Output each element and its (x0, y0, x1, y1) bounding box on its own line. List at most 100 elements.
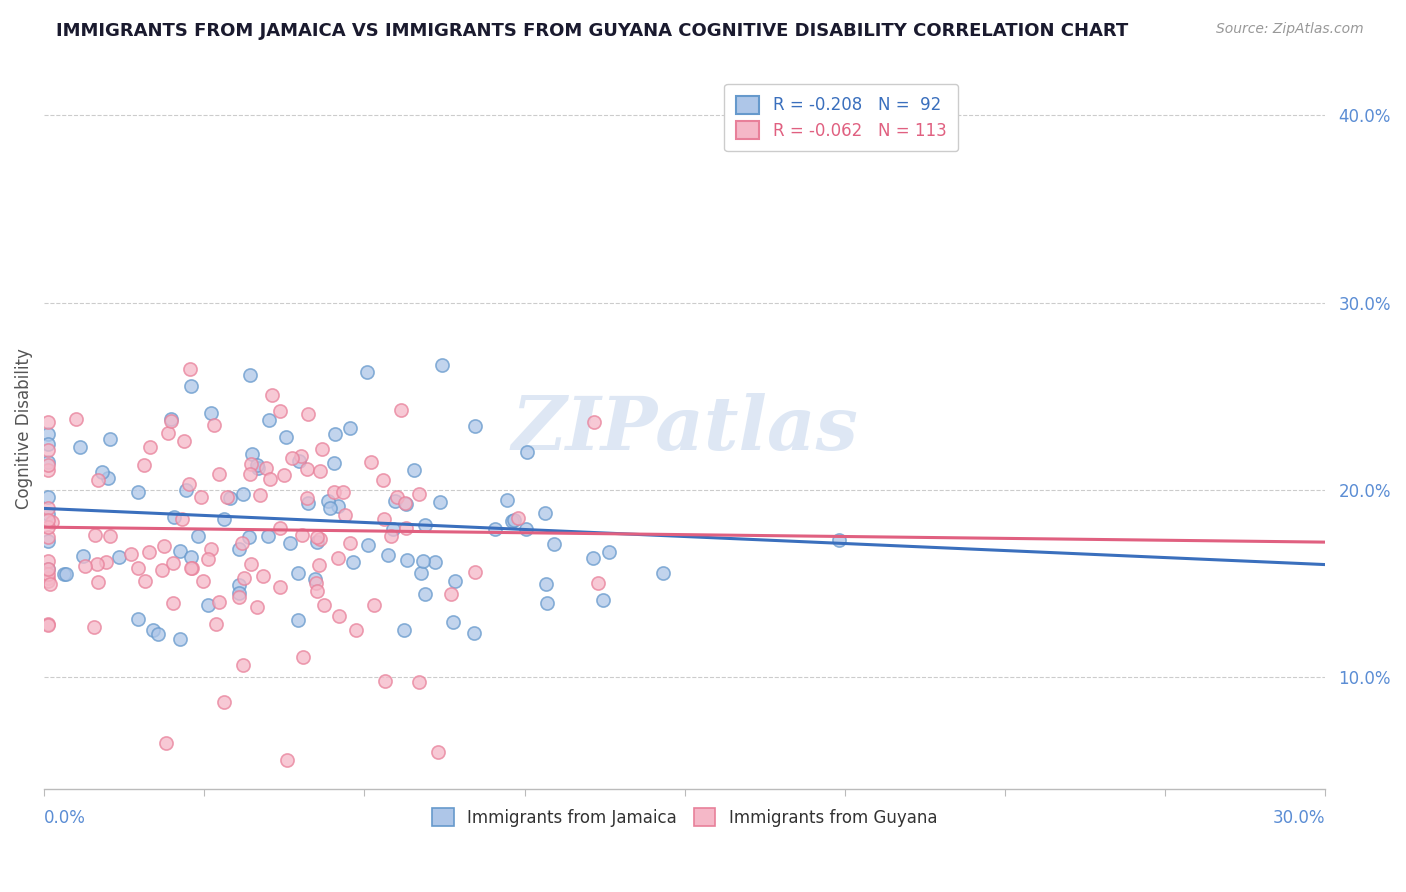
Point (98, 432, 121, 446)
Point (257, 412, 280, 426)
Point (37, 561, 59, 575)
Point (342, 555, 364, 569)
Point (432, 358, 454, 372)
Point (423, 555, 446, 569)
Point (333, 508, 356, 522)
Point (408, 674, 430, 689)
Point (592, 593, 614, 607)
Point (107, 549, 129, 564)
Point (228, 578, 250, 592)
Point (91, 465, 114, 479)
Point (380, 529, 402, 543)
Point (252, 569, 274, 583)
Point (37, 617, 59, 632)
Point (37, 463, 59, 477)
Point (202, 418, 225, 433)
Point (239, 557, 262, 571)
Point (153, 539, 176, 553)
Point (828, 533, 851, 548)
Point (37, 442, 59, 457)
Point (169, 632, 191, 646)
Point (231, 535, 253, 549)
Text: Source: ZipAtlas.com: Source: ZipAtlas.com (1216, 22, 1364, 37)
Point (408, 487, 430, 501)
Point (238, 530, 260, 544)
Point (583, 415, 606, 429)
Point (495, 492, 517, 507)
Point (193, 574, 215, 589)
Point (444, 574, 467, 589)
Point (287, 613, 309, 627)
Point (305, 530, 328, 544)
Point (536, 596, 558, 610)
Point (83, 620, 105, 634)
Point (37, 530, 59, 544)
Point (173, 434, 195, 449)
Point (246, 458, 269, 472)
Text: IMMIGRANTS FROM JAMAICA VS IMMIGRANTS FROM GUYANA COGNITIVE DISABILITY CORRELATI: IMMIGRANTS FROM JAMAICA VS IMMIGRANTS FR… (56, 22, 1129, 40)
Point (37, 566, 59, 581)
Point (297, 407, 319, 421)
Point (278, 535, 301, 549)
Point (239, 368, 262, 382)
Point (395, 552, 418, 566)
Point (37, 507, 59, 521)
Point (232, 658, 254, 673)
Point (228, 542, 250, 557)
Point (314, 598, 336, 612)
Point (37, 617, 59, 632)
Point (37, 455, 59, 469)
Point (200, 541, 222, 556)
Point (228, 591, 250, 605)
Point (197, 552, 219, 566)
Point (395, 521, 418, 535)
Point (174, 483, 197, 497)
Point (502, 513, 524, 527)
Point (180, 549, 202, 564)
Point (55, 567, 77, 582)
Point (305, 584, 328, 599)
Point (37, 571, 59, 585)
Point (273, 468, 295, 483)
Point (37, 513, 59, 527)
Y-axis label: Cognitive Disability: Cognitive Disability (15, 349, 32, 509)
Point (208, 595, 231, 609)
Point (374, 674, 396, 689)
Point (179, 361, 201, 376)
Point (37, 458, 59, 472)
Point (239, 457, 262, 471)
Point (332, 485, 354, 500)
Point (215, 490, 238, 504)
Point (160, 414, 183, 428)
Point (177, 477, 200, 491)
Point (280, 451, 302, 466)
Point (37, 427, 59, 442)
Point (413, 587, 436, 601)
Point (276, 430, 298, 444)
Point (37, 562, 59, 576)
Text: ZIPatlas: ZIPatlas (512, 392, 858, 465)
Point (37, 520, 59, 534)
Point (501, 514, 523, 528)
Point (392, 623, 415, 637)
Point (169, 544, 191, 558)
Point (127, 611, 149, 625)
Point (197, 599, 219, 613)
Point (97, 471, 120, 485)
Point (536, 576, 558, 591)
Point (344, 623, 367, 637)
Point (339, 421, 361, 435)
Point (363, 598, 385, 612)
Point (146, 627, 169, 641)
Point (269, 521, 291, 535)
Point (94, 555, 117, 569)
Point (259, 472, 281, 486)
Point (441, 615, 464, 630)
Point (37, 490, 59, 504)
Point (291, 528, 314, 542)
Point (360, 455, 382, 469)
Point (534, 506, 557, 520)
Point (254, 461, 277, 475)
Point (394, 496, 416, 510)
Point (427, 746, 450, 760)
